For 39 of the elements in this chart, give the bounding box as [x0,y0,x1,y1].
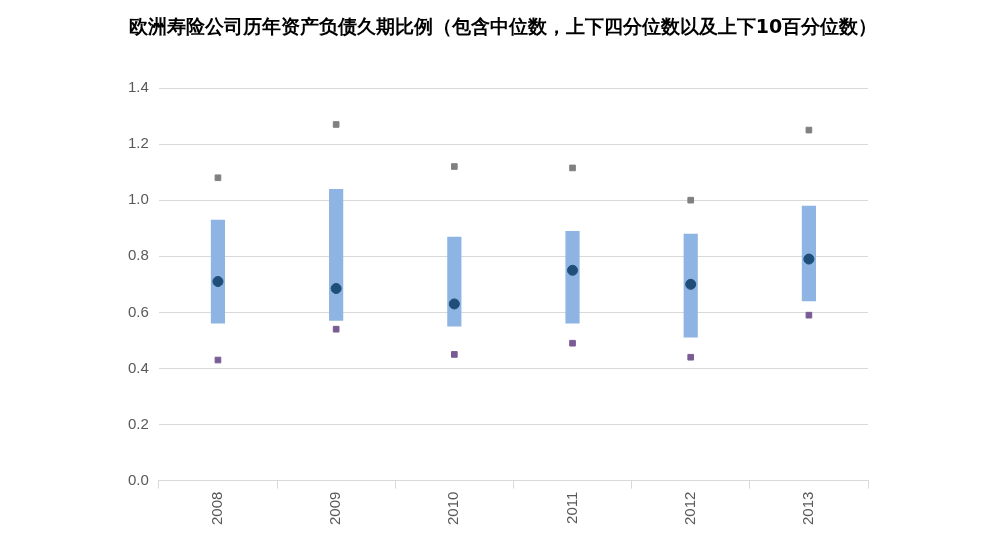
x-tick-label: 2012 [680,491,698,526]
x-tick-label: 2009 [326,491,344,526]
bar [447,236,462,327]
point [448,298,460,310]
point [451,351,458,358]
bar [683,233,698,338]
point [567,264,579,276]
point [805,126,813,134]
point [569,164,576,172]
point [332,121,340,128]
point [803,253,815,265]
x-tick-label: 2013 [799,491,817,526]
x-tick-label: 2011 [562,491,580,524]
bar [565,231,580,324]
point [685,278,697,290]
y-tick-label: 0.6 [127,302,149,320]
point [332,325,340,333]
y-tick-label: 1.2 [127,134,149,152]
point [214,356,222,364]
x-tick-label: 2008 [208,491,226,526]
bar [801,205,816,302]
point [805,311,813,319]
y-tick-label: 0.0 [127,470,149,488]
x-tick-label: 2010 [444,491,462,526]
y-tick-label: 1.0 [127,190,149,208]
point [687,353,695,361]
point [330,283,342,295]
point [212,276,224,288]
point [451,163,458,170]
y-tick-label: 0.2 [127,414,149,432]
y-tick-label: 1.4 [127,78,149,96]
point [687,196,695,204]
point [214,174,222,182]
chart-title: 欧洲寿险公司历年资产负债久期比例（包含中位数，上下四分位数以及上下10百分位数） [127,14,879,39]
bar [329,188,344,321]
bar [210,219,226,324]
y-tick-label: 0.8 [127,246,149,264]
y-tick-label: 0.4 [127,358,149,376]
point [569,339,576,347]
